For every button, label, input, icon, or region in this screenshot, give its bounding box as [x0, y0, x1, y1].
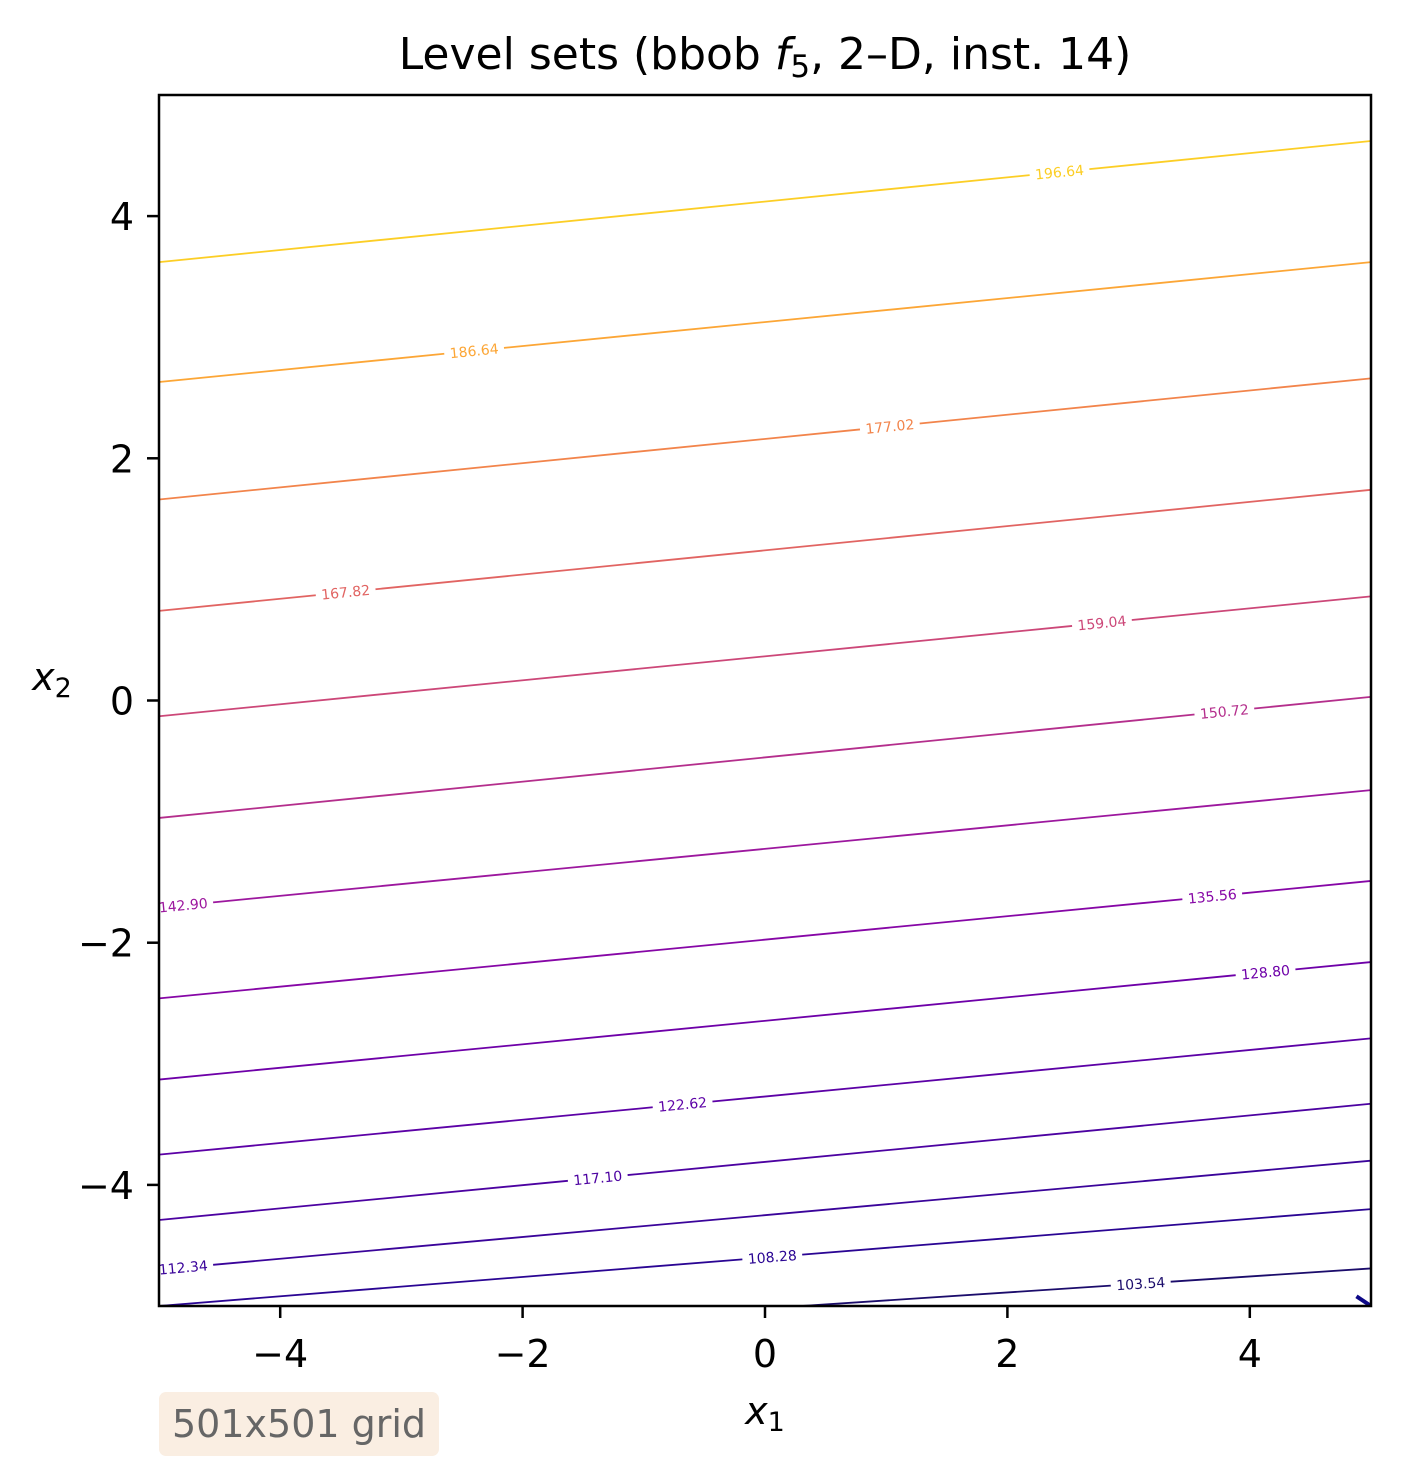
contour-level: 112.34 [158, 1159, 1371, 1279]
y-axis-label: x2 [31, 655, 72, 704]
contour-level: 135.56 [159, 880, 1371, 1000]
contour-label: 103.54 [1116, 1275, 1166, 1294]
contour-label: 135.56 [1187, 887, 1237, 908]
contour-label: 167.82 [321, 583, 371, 604]
contour-line [159, 352, 445, 383]
contour-level: 186.64 [159, 261, 1371, 383]
x-tick-label: 4 [1238, 1332, 1262, 1376]
contour-line-corner [1355, 1294, 1371, 1306]
contour-line [375, 488, 1371, 591]
contour-label: 186.64 [449, 341, 499, 362]
contour-label: 122.62 [658, 1095, 708, 1116]
contour-level: 167.82 [159, 488, 1371, 612]
contour-line [1089, 140, 1371, 171]
contour-line [159, 974, 1236, 1081]
contour-line [1295, 961, 1371, 971]
x-tick-label: −2 [495, 1332, 551, 1376]
contour-label: 177.02 [865, 417, 915, 438]
chart-title: Level sets (bbob f5, 2–D, inst. 14) [399, 29, 1132, 85]
contour-line [919, 377, 1371, 425]
contour-line [788, 1284, 1111, 1306]
x-axis-ticks: −4 −2 0 2 4 [252, 1306, 1262, 1376]
contour-line [213, 1159, 1371, 1266]
contour-label: 128.80 [1240, 963, 1290, 984]
grid-size-note: 501x501 grid [159, 1392, 440, 1456]
contour-line [1242, 880, 1371, 895]
contour-line [1131, 595, 1371, 621]
contour-lines: 103.54 108.28 112.34 117.10 122.62 128.80 135.… [158, 140, 1371, 1306]
contour-level: 128.80 [159, 961, 1371, 1081]
contour-line [159, 1258, 743, 1306]
y-tick-label: 0 [110, 680, 134, 724]
contour-label: 112.34 [158, 1258, 208, 1278]
contour-line [159, 1179, 568, 1221]
contour-line [159, 594, 316, 612]
y-tick-label: 4 [110, 195, 134, 239]
contour-line [213, 789, 1371, 904]
contour-line [802, 1208, 1371, 1256]
contour-line [159, 713, 1195, 819]
y-axis-ticks: −4 −2 0 2 4 [78, 195, 159, 1208]
contour-level: 142.90 [158, 789, 1371, 917]
contour-line [712, 1037, 1371, 1103]
contour-level: 122.62 [159, 1037, 1371, 1156]
contour-level: 159.04 [159, 595, 1371, 718]
contour-label: 150.72 [1199, 702, 1249, 723]
contour-line [503, 261, 1371, 349]
contour-line [627, 1102, 1371, 1176]
contour-level: 103.54 [788, 1267, 1371, 1306]
contour-line [159, 174, 1030, 264]
contour-label: 159.04 [1077, 614, 1127, 635]
contour-line [1254, 695, 1371, 710]
x-tick-label: 2 [995, 1332, 1019, 1376]
contour-label: 196.64 [1034, 163, 1084, 184]
contour-label: 117.10 [573, 1169, 623, 1190]
contour-line [159, 428, 861, 501]
contour-level: 177.02 [159, 377, 1371, 501]
contour-level: 117.10 [159, 1102, 1371, 1221]
contour-line [159, 898, 1183, 1000]
y-tick-label: −2 [78, 922, 134, 966]
contour-level: 108.28 [159, 1208, 1371, 1306]
contour-line [1170, 1267, 1371, 1283]
x-tick-label: −4 [252, 1332, 308, 1376]
x-axis-label: x1 [744, 1389, 785, 1438]
plot-frame [157, 93, 1373, 1308]
x-tick-label: 0 [753, 1332, 777, 1376]
contour-label: 142.90 [158, 896, 208, 917]
contour-line [159, 625, 1073, 718]
contour-level: 196.64 [159, 140, 1371, 264]
y-tick-label: −4 [78, 1164, 134, 1208]
contour-level: 150.72 [159, 695, 1371, 819]
y-tick-label: 2 [110, 437, 134, 481]
contour-label: 108.28 [747, 1248, 797, 1268]
contour-line [159, 1106, 653, 1156]
